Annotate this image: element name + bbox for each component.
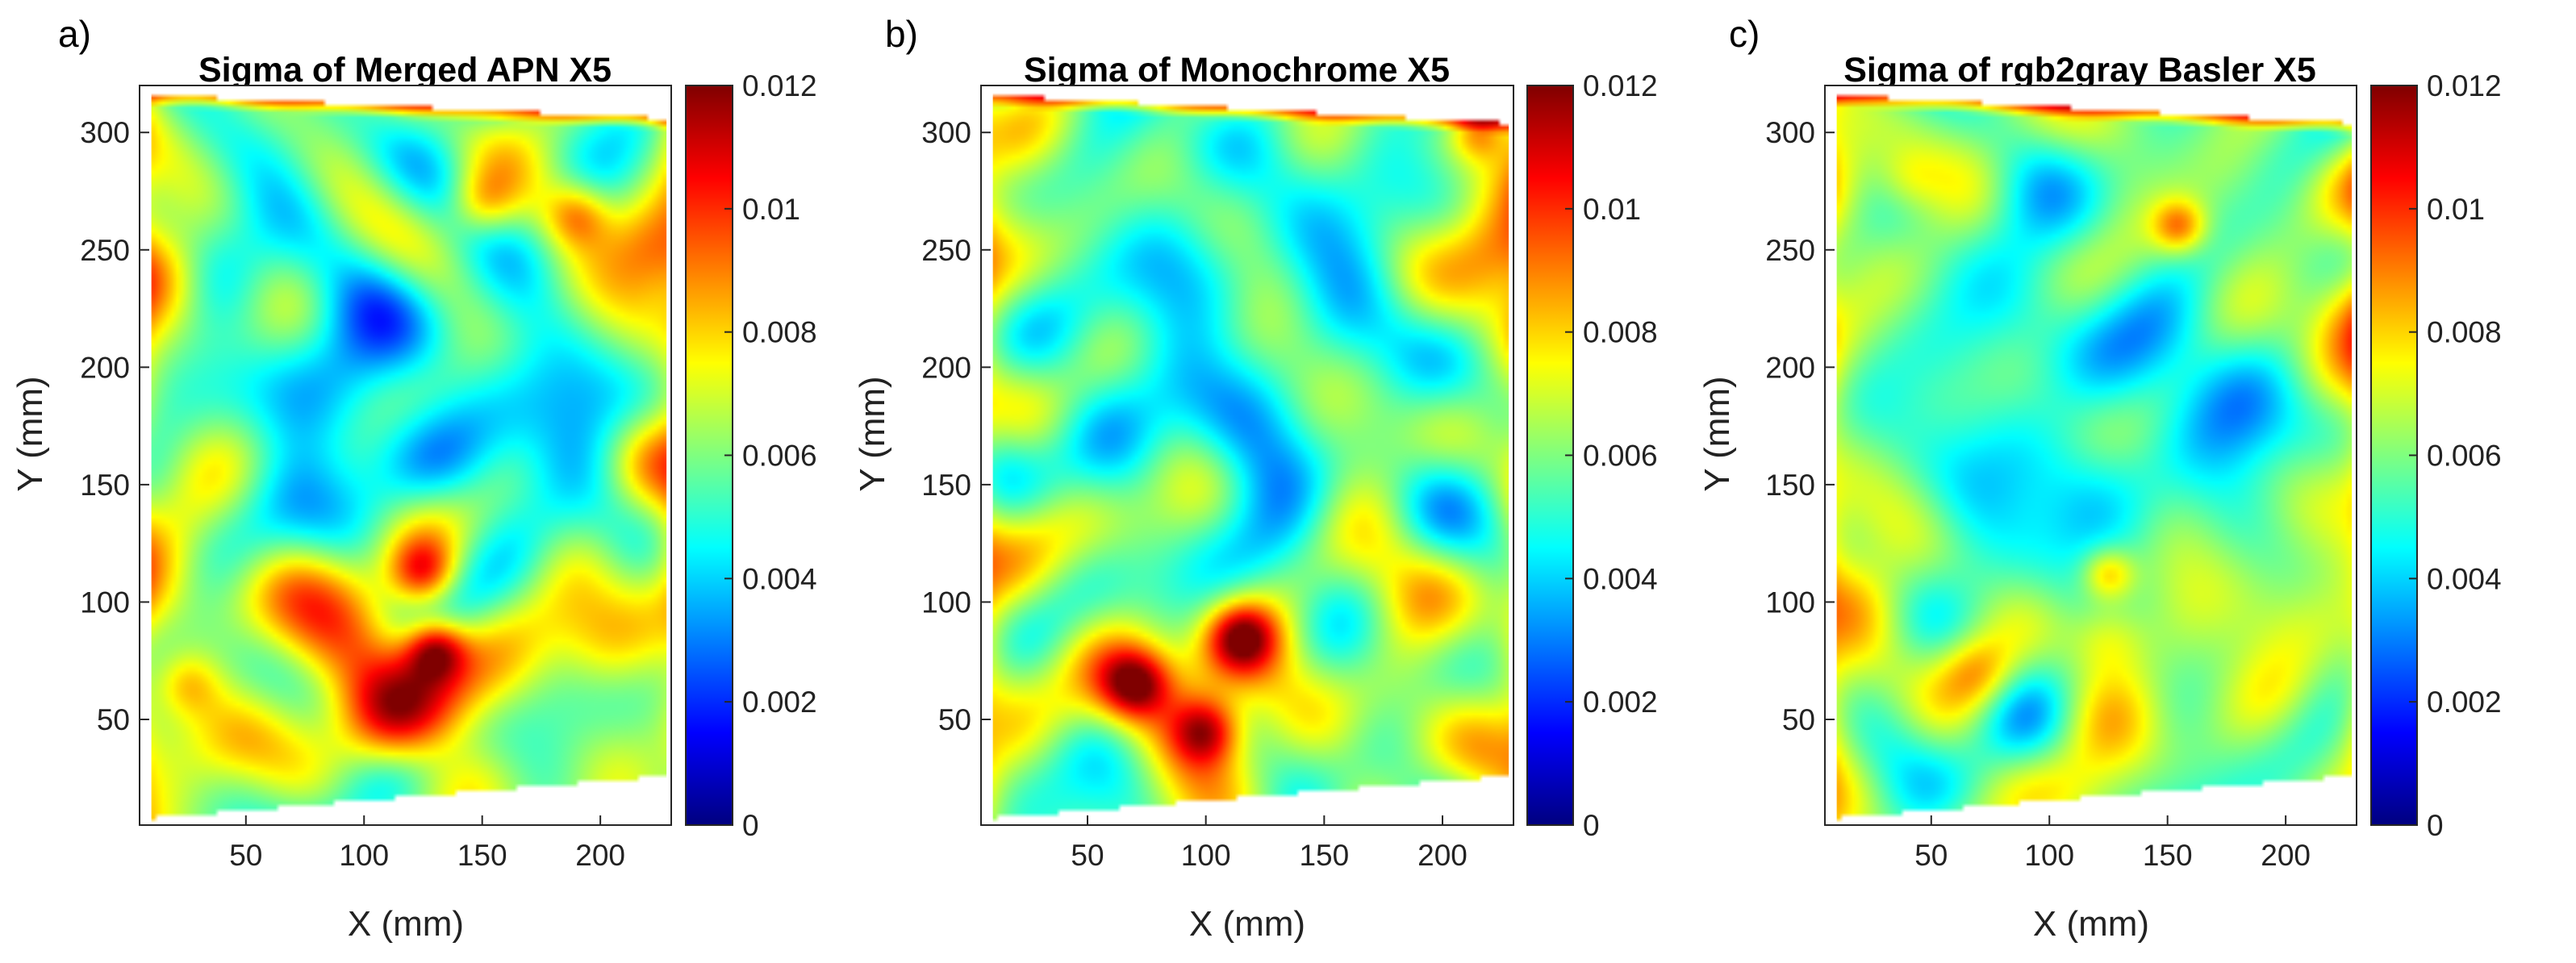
y-tick-label: 150 <box>921 469 971 502</box>
x-axis-label-c: X (mm) <box>2033 904 2149 944</box>
colorbar-tick-label: 0.004 <box>1583 562 1658 595</box>
panel-label-a: a) <box>58 13 91 55</box>
y-tick-label: 300 <box>80 116 130 149</box>
panel-title-c: Sigma of rgb2gray Basler X5 <box>1843 51 2316 90</box>
heatmap-plot-area-c: 50 100 150 200 50 100 150 200 250 300 <box>1765 85 2357 872</box>
colorbar-a: 0 0.002 0.004 0.006 0.008 0.01 0.012 <box>685 69 817 842</box>
y-tick-label: 200 <box>80 351 130 384</box>
heatmap-field <box>992 85 1509 825</box>
panel-c: c) Sigma of rgb2gray Basler X5 50 100 150 2… <box>1697 13 2502 944</box>
x-tick-label: 150 <box>2143 839 2193 872</box>
colorbar-tick-label: 0 <box>742 809 759 842</box>
y-tick-label: 100 <box>921 586 971 619</box>
y-tick-label: 250 <box>921 234 971 267</box>
x-tick-label: 50 <box>229 839 262 872</box>
colorbar-tick-label: 0.002 <box>1583 686 1658 719</box>
y-tick-label: 50 <box>938 703 971 736</box>
colorbar-tick-label: 0.002 <box>742 686 817 719</box>
colorbar-tick-label: 0.008 <box>742 316 817 349</box>
y-tick-label: 100 <box>1765 586 1815 619</box>
heatmap-field <box>151 85 667 825</box>
y-axis-label-a: Y (mm) <box>10 376 50 491</box>
colorbar-tick-label: 0.006 <box>1583 440 1658 473</box>
colorbar-tick-label: 0.01 <box>2427 193 2485 226</box>
heatmap-plot-area-a: 50 100 150 200 50 100 150 200 250 300 <box>80 85 672 872</box>
y-axis-label-b: Y (mm) <box>853 376 892 491</box>
colorbar-tick-label: 0.012 <box>1583 69 1658 102</box>
y-tick-label: 150 <box>80 469 130 502</box>
colorbar-tick-label: 0.006 <box>742 440 817 473</box>
x-tick-label: 100 <box>1181 839 1231 872</box>
x-tick-label: 200 <box>1417 839 1468 872</box>
y-tick-label: 200 <box>1765 351 1815 384</box>
x-tick-label: 150 <box>1299 839 1349 872</box>
colorbar-tick-label: 0.012 <box>742 69 817 102</box>
y-tick-label: 50 <box>1782 703 1815 736</box>
y-tick-label: 300 <box>921 116 971 149</box>
y-axis-label-c: Y (mm) <box>1697 376 1737 491</box>
colorbar-tick-label: 0.004 <box>742 562 817 595</box>
panel-title-b: Sigma of Monochrome X5 <box>1024 51 1450 90</box>
y-tick-label: 250 <box>1765 234 1815 267</box>
x-tick-label: 200 <box>2261 839 2311 872</box>
x-tick-label: 150 <box>457 839 507 872</box>
colorbar-tick-label: 0.006 <box>2427 440 2502 473</box>
colorbar-tick-label: 0.012 <box>2427 69 2502 102</box>
panel-label-c: c) <box>1729 13 1760 55</box>
x-axis-label-b: X (mm) <box>1189 904 1305 944</box>
y-tick-label: 250 <box>80 234 130 267</box>
x-tick-label: 100 <box>339 839 389 872</box>
panel-label-b: b) <box>885 13 918 55</box>
x-tick-label: 100 <box>2024 839 2074 872</box>
y-tick-label: 100 <box>80 586 130 619</box>
colorbar-tick-label: 0.008 <box>2427 316 2502 349</box>
y-tick-label: 150 <box>1765 469 1815 502</box>
heatmap-plot-area-b: 50 100 150 200 50 100 150 200 250 300 <box>921 85 1514 872</box>
colorbar-tick-label: 0.008 <box>1583 316 1658 349</box>
colorbar-tick-label: 0.002 <box>2427 686 2502 719</box>
y-tick-label: 200 <box>921 351 971 384</box>
colorbar-tick-label: 0.004 <box>2427 562 2502 595</box>
y-tick-label: 50 <box>97 703 130 736</box>
x-tick-label: 50 <box>1914 839 1948 872</box>
colorbar-tick-label: 0.01 <box>1583 193 1641 226</box>
panel-a: a) Sigma of Merged APN X5 50 100 150 200 50 1… <box>10 13 817 944</box>
heatmap-field <box>1836 85 2353 825</box>
x-tick-label: 200 <box>575 839 625 872</box>
panel-title-a: Sigma of Merged APN X5 <box>198 51 612 90</box>
x-axis-label-a: X (mm) <box>348 904 464 944</box>
colorbar-tick-label: 0.01 <box>742 193 800 226</box>
panel-b: b) Sigma of Monochrome X5 50 100 150 200 50 1… <box>853 13 1658 944</box>
colorbar-tick-label: 0 <box>2427 809 2444 842</box>
colorbar-b: 0 0.002 0.004 0.006 0.008 0.01 0.012 <box>1526 69 1658 842</box>
colorbar-tick-label: 0 <box>1583 809 1600 842</box>
colorbar-c: 0 0.002 0.004 0.006 0.008 0.01 0.012 <box>2370 69 2502 842</box>
x-tick-label: 50 <box>1071 839 1104 872</box>
y-tick-label: 300 <box>1765 116 1815 149</box>
